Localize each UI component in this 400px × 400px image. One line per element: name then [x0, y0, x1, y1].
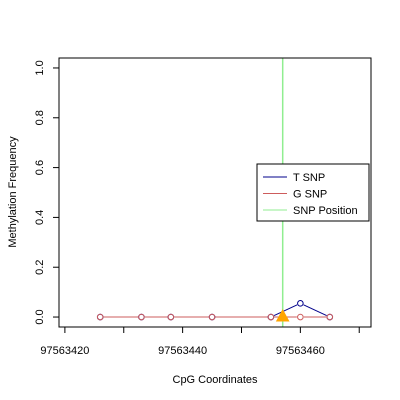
g-snp-point: [96, 313, 104, 321]
y-tick-label: 1.0: [34, 60, 46, 75]
y-tick-label: 0.2: [34, 260, 46, 275]
t-snp-segment: [273, 304, 298, 317]
y-axis: 0.0 0.2 0.4 0.6 0.8 1.0: [34, 60, 60, 325]
y-tick-label: 0.0: [34, 309, 46, 324]
x-tick-label: 97563420: [40, 345, 89, 357]
legend-label-snp-position: SNP Position: [293, 205, 358, 217]
g-snp-point: [167, 313, 175, 321]
t-snp-point: [297, 300, 304, 307]
marker-layer: [275, 308, 290, 322]
x-axis-title: CpG Coordinates: [173, 374, 258, 386]
y-tick-label: 0.6: [34, 160, 46, 175]
legend-box: [256, 163, 370, 222]
g-snp-point: [138, 313, 145, 321]
series-layer: [96, 300, 334, 321]
g-snp-point: [208, 313, 216, 321]
x-tick-label: 97563460: [276, 345, 325, 357]
snp-marker-triangle: [275, 308, 290, 322]
y-axis-title: Methylation Frequency: [7, 136, 19, 248]
legend-label-g-snp: G SNP: [293, 189, 327, 201]
t-snp-segment: [303, 304, 327, 317]
y-tick-label: 0.8: [34, 110, 46, 125]
g-snp-point: [267, 313, 275, 321]
g-snp-point: [326, 313, 334, 321]
g-snp-point: [297, 313, 304, 321]
legend-label-t-snp: T SNP: [293, 172, 325, 184]
legend: T SNP G SNP SNP Position: [256, 163, 370, 222]
x-axis: 97563420 97563440 97563460: [40, 326, 360, 357]
y-tick-label: 0.4: [34, 210, 46, 225]
x-tick-label: 97563440: [158, 345, 207, 357]
